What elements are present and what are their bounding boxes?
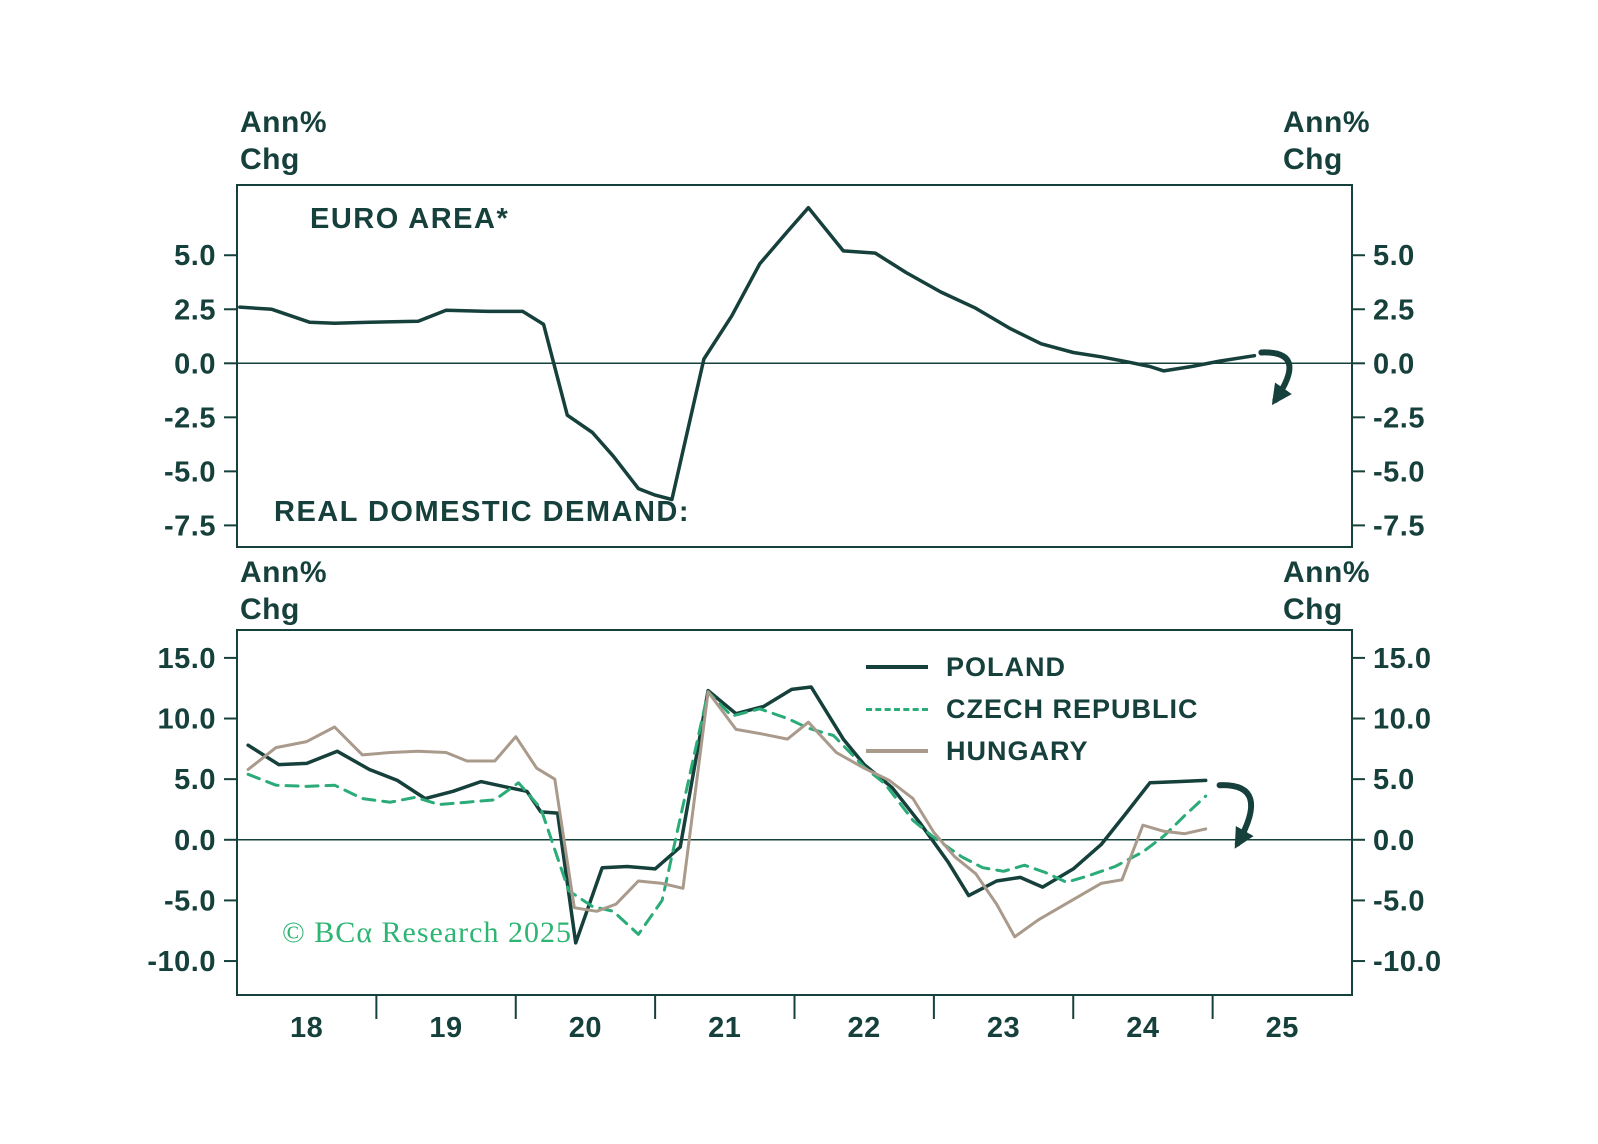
y-tick-label: 15.0 xyxy=(158,643,216,675)
real-domestic-demand-label: REAL DOMESTIC DEMAND: xyxy=(274,496,691,528)
euro-area-line xyxy=(238,205,1257,502)
y-tick-label: -5.0 xyxy=(164,456,216,488)
axis-unit-line1: Ann% xyxy=(1283,556,1370,589)
czech-republic-line xyxy=(246,690,1208,936)
y-tick-label: 10.0 xyxy=(158,704,216,736)
y-tick-label: -5.0 xyxy=(1373,456,1425,488)
y-tick-label: -5.0 xyxy=(1373,885,1425,917)
axis-unit-label-top-right: Ann% Chg xyxy=(1283,104,1370,178)
x-year-label: 25 xyxy=(1266,1012,1299,1044)
legend: POLAND CZECH REPUBLIC HUNGARY xyxy=(866,646,1199,772)
y-tick-label: 15.0 xyxy=(1373,643,1431,675)
y-tick-label: -5.0 xyxy=(164,885,216,917)
axis-unit-line2: Chg xyxy=(1283,143,1343,176)
euro-area-title: EURO AREA* xyxy=(310,203,510,235)
y-tick-label: -7.5 xyxy=(164,510,216,542)
y-tick-label: -10.0 xyxy=(147,946,216,978)
copyright: © BCα Research 2025 xyxy=(282,916,572,949)
y-tick-label: 5.0 xyxy=(1373,240,1415,272)
y-tick-label: -7.5 xyxy=(1373,510,1425,542)
legend-row-czech-republic: CZECH REPUBLIC xyxy=(866,688,1199,730)
legend-row-poland: POLAND xyxy=(866,646,1199,688)
x-year-label: 22 xyxy=(848,1012,881,1044)
poland-line-swatch xyxy=(866,665,928,669)
y-tick-label: -10.0 xyxy=(1373,946,1442,978)
y-tick-label: 2.5 xyxy=(174,294,216,326)
x-year-label: 20 xyxy=(569,1012,602,1044)
axis-unit-label-bottom-left: Ann% Chg xyxy=(240,554,327,628)
axis-unit-line1: Ann% xyxy=(240,556,327,589)
trend-arrow-bottom xyxy=(1216,782,1255,849)
czech-republic-line-swatch xyxy=(866,707,928,711)
y-tick-label: 5.0 xyxy=(174,240,216,272)
x-year-label: 19 xyxy=(429,1012,462,1044)
x-year-label: 21 xyxy=(708,1012,741,1044)
x-year-label: 24 xyxy=(1126,1012,1159,1044)
axis-unit-line1: Ann% xyxy=(1283,106,1370,139)
y-tick-label: 0.0 xyxy=(1373,348,1415,380)
legend-label-czech-republic: CZECH REPUBLIC xyxy=(946,693,1199,724)
hungary-line-swatch xyxy=(866,749,928,753)
y-tick-label: 5.0 xyxy=(1373,764,1415,796)
y-tick-label: 5.0 xyxy=(174,764,216,796)
legend-label-poland: POLAND xyxy=(946,651,1066,682)
poland-line xyxy=(246,685,1208,945)
y-tick-label: 2.5 xyxy=(1373,294,1415,326)
axis-unit-label-bottom-right: Ann% Chg xyxy=(1283,554,1370,628)
plot-border-top xyxy=(236,184,1353,548)
x-year-label: 23 xyxy=(987,1012,1020,1044)
y-tick-label: 10.0 xyxy=(1373,704,1431,736)
y-tick-label: 0.0 xyxy=(174,348,216,380)
axis-unit-line2: Chg xyxy=(240,143,300,176)
trend-arrow-top xyxy=(1258,349,1293,406)
y-tick-label: -2.5 xyxy=(164,402,216,434)
axis-unit-line2: Chg xyxy=(1283,593,1343,626)
axis-unit-line2: Chg xyxy=(240,593,300,626)
hungary-line xyxy=(246,690,1208,939)
x-year-label: 18 xyxy=(290,1012,323,1044)
y-tick-label: 0.0 xyxy=(174,825,216,857)
legend-row-hungary: HUNGARY xyxy=(866,730,1199,772)
y-tick-label: -2.5 xyxy=(1373,402,1425,434)
legend-label-hungary: HUNGARY xyxy=(946,735,1089,766)
y-tick-label: 0.0 xyxy=(1373,825,1415,857)
axis-unit-line1: Ann% xyxy=(240,106,327,139)
axis-unit-label-top-left: Ann% Chg xyxy=(240,104,327,178)
